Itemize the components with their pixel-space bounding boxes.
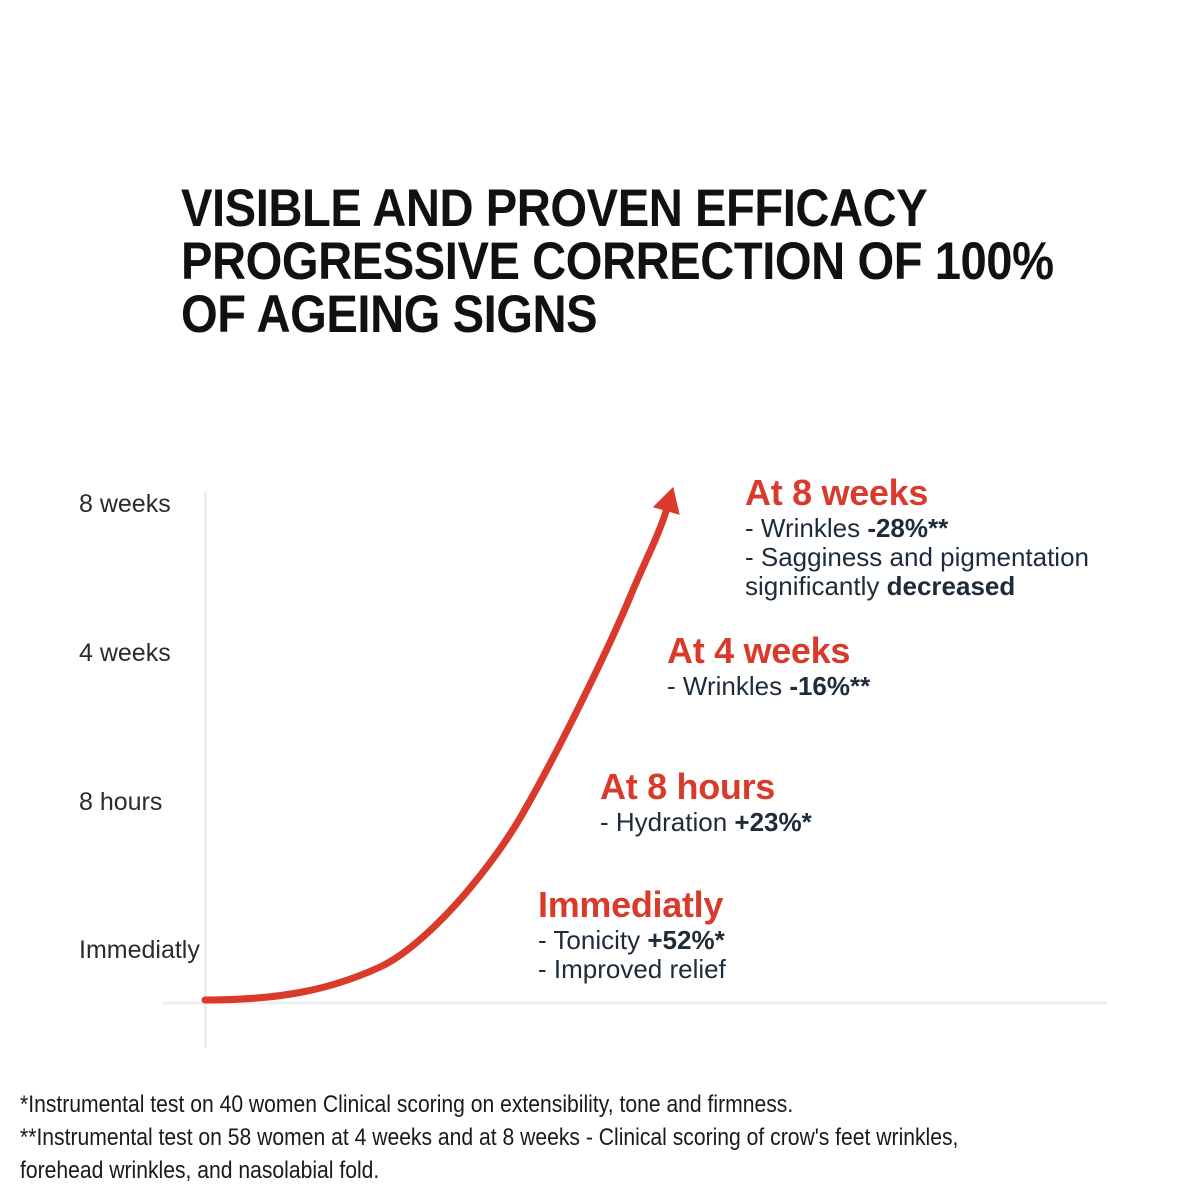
footnote-line-3: forehead wrinkles, and nasolabial fold.	[20, 1157, 380, 1184]
stage-text: significantly	[745, 571, 887, 601]
stage-text: - Hydration	[600, 807, 735, 837]
stage-line: - Sagginess and pigmentation	[745, 543, 1089, 572]
stage-text: - Tonicity	[538, 925, 648, 955]
footnotes: *Instrumental test on 40 women Clinical …	[20, 1088, 958, 1187]
stage-text: - Wrinkles	[667, 671, 790, 701]
stage-value-bold: +52%*	[647, 925, 725, 955]
y-axis-label-4-weeks: 4 weeks	[79, 639, 171, 667]
y-axis-label-8-hours: 8 hours	[79, 788, 163, 816]
stage-immediatly: Immediatly - Tonicity +52%* - Improved r…	[538, 884, 726, 984]
stage-line: significantly decreased	[745, 572, 1089, 601]
title-line-1: VISIBLE AND PROVEN EFFICACY	[181, 179, 928, 238]
stage-at-8-weeks: At 8 weeks - Wrinkles -28%** - Sagginess…	[745, 472, 1089, 601]
stage-heading: Immediatly	[538, 884, 724, 925]
stage-line: - Improved relief	[538, 955, 726, 984]
footnote-line-2: **Instrumental test on 58 women at 4 wee…	[20, 1124, 959, 1151]
stage-heading: At 8 weeks	[745, 472, 929, 513]
stage-heading: At 4 weeks	[667, 630, 851, 671]
stage-line: - Hydration +23%*	[600, 808, 812, 837]
title-line-2: PROGRESSIVE CORRECTION OF 100%	[181, 232, 1054, 291]
stage-text: - Improved relief	[538, 954, 726, 984]
stage-heading: At 8 hours	[600, 766, 776, 807]
stage-value-bold: +23%*	[734, 807, 812, 837]
stage-at-8-hours: At 8 hours - Hydration +23%*	[600, 766, 812, 837]
stage-value-bold: -16%**	[789, 671, 871, 701]
stage-line: - Tonicity +52%*	[538, 926, 726, 955]
stage-value-bold: decreased	[886, 571, 1016, 601]
footnote-line-1: *Instrumental test on 40 women Clinical …	[20, 1091, 794, 1118]
stage-value-bold: -28%**	[867, 513, 949, 543]
stage-at-4-weeks: At 4 weeks - Wrinkles -16%**	[667, 630, 870, 701]
stage-line: - Wrinkles -28%**	[745, 514, 1089, 543]
y-axis-label-immediatly: Immediatly	[79, 936, 200, 964]
stage-text: - Wrinkles	[745, 513, 868, 543]
page-title: VISIBLE AND PROVEN EFFICACY PROGRESSIVE …	[181, 182, 1054, 341]
title-line-3: OF AGEING SIGNS	[181, 285, 598, 344]
stage-line: - Wrinkles -16%**	[667, 672, 870, 701]
stage-text: - Sagginess and pigmentation	[745, 542, 1090, 572]
y-axis-label-8-weeks: 8 weeks	[79, 490, 171, 518]
